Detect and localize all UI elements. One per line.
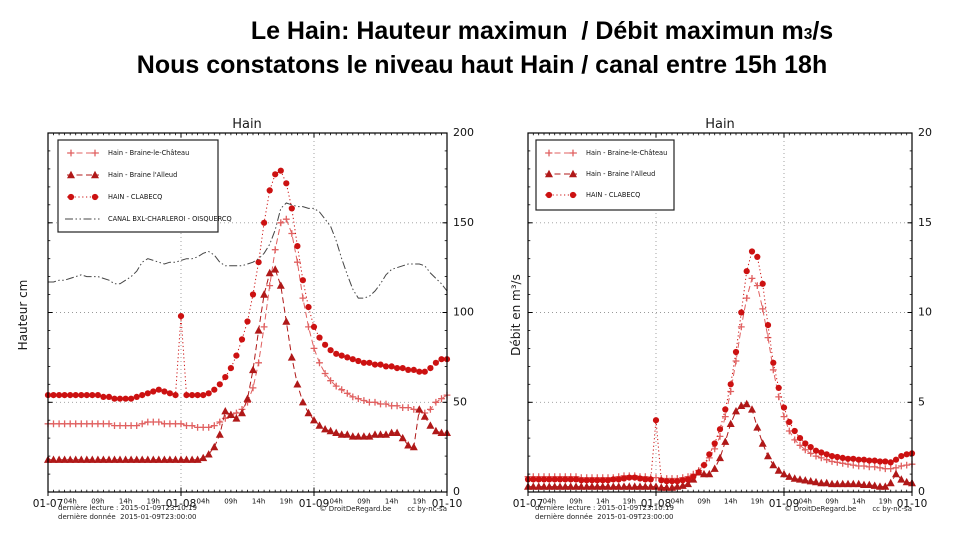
series-hain-braine-le-ch-teau: [524, 275, 916, 482]
svg-text:04h: 04h: [64, 498, 77, 506]
legend-entry-canal-bxl-charleroi-oisquercq: CANAL BXL-CHARLEROI - OISQUERCQ: [65, 215, 232, 223]
series-hain-clabecq: [524, 248, 916, 485]
grid-lines: [528, 133, 912, 492]
svg-text:01-10: 01-10: [897, 498, 928, 510]
svg-text:04h: 04h: [330, 498, 343, 506]
legend-entry-hain-braine-le-ch-teau: Hain - Braine-le-Château: [67, 149, 189, 157]
svg-text:01-10: 01-10: [432, 498, 463, 510]
hauteur-y-axis-label: Hauteur cm: [16, 279, 30, 351]
svg-text:200: 200: [453, 126, 474, 139]
svg-text:01-07: 01-07: [513, 498, 544, 510]
svg-text:15: 15: [918, 216, 932, 229]
legend-box: [57, 139, 219, 233]
hauteur-chart-title: Hain: [232, 117, 262, 132]
legend-label: Hain - Braine l'Alleud: [108, 171, 177, 179]
svg-text:5: 5: [918, 395, 925, 408]
svg-text:14h: 14h: [252, 498, 265, 506]
svg-text:01-08: 01-08: [166, 498, 197, 510]
svg-text:14h: 14h: [852, 498, 865, 506]
svg-text:19h: 19h: [147, 498, 160, 506]
svg-text:20: 20: [918, 126, 932, 139]
legend-label: Hain - Braine-le-Château: [108, 149, 189, 157]
copyright-line: © DroitDeRegard.be cc by-nc-sa: [784, 505, 912, 513]
legend-label: HAIN - CLABECQ: [108, 193, 162, 201]
svg-text:04h: 04h: [543, 498, 556, 506]
svg-text:14h: 14h: [724, 498, 737, 506]
page-title-line1: Le Hain: Hauteur maximun / Débit maximun…: [250, 17, 834, 45]
axis-ticks: [527, 132, 913, 496]
svg-text:19h: 19h: [751, 498, 764, 506]
legend-entry-hain-clabecq: HAIN - CLABECQ: [545, 191, 640, 199]
debit-chart-svg: 0 5 10 15 20 01-07 01-08 01-09 01-10 04h 09h 14h 19h…: [513, 126, 932, 510]
series-canal-bxl-charleroi-oisquercq: [48, 202, 448, 299]
svg-text:50: 50: [453, 395, 467, 408]
svg-text:14h: 14h: [596, 498, 609, 506]
svg-text:10: 10: [918, 306, 932, 319]
svg-text:19h: 19h: [879, 498, 892, 506]
svg-text:19h: 19h: [280, 498, 293, 506]
svg-text:04h: 04h: [799, 498, 812, 506]
legend-entry-hain-clabecq: HAIN - CLABECQ: [67, 193, 162, 201]
hauteur-figure: 0 50 100 150 200 01-07 01-08 01-09 01-10 04h 09h 14…: [0, 108, 500, 540]
svg-text:04h: 04h: [671, 498, 684, 506]
legend: Hain - Braine-le-Château Hain - Braine l'…: [57, 139, 232, 233]
series-hain-braine-l-alleud: [524, 399, 916, 491]
update-timestamps: dernière lecture : 2015-01-09T23:10:19 de…: [535, 504, 674, 521]
svg-text:01-09: 01-09: [299, 498, 330, 510]
svg-text:04h: 04h: [197, 498, 210, 506]
svg-text:09h: 09h: [357, 498, 370, 506]
series-hain-clabecq: [44, 167, 451, 402]
legend: Hain - Braine-le-Château Hain - Braine l'…: [535, 139, 675, 211]
axis-tick-labels: 0 50 100 150 200 01-07 01-08 01-09 01-10 04h 09h 14…: [33, 126, 474, 510]
legend-label: CANAL BXL-CHARLEROI - OISQUERCQ: [108, 215, 232, 223]
legend-entry-hain-braine-l-alleud: Hain - Braine l'Alleud: [67, 170, 177, 179]
legend-label: Hain - Braine l'Alleud: [586, 170, 655, 178]
series-hain-braine-le-ch-teau: [44, 215, 451, 431]
svg-text:01-07: 01-07: [33, 498, 64, 510]
hauteur-chart-svg: 0 50 100 150 200 01-07 01-08 01-09 01-10 04h 09h 14…: [33, 126, 474, 510]
svg-text:01-08: 01-08: [641, 498, 672, 510]
page-title: Le Hain: Hauteur maximun / Débit maximun…: [0, 16, 960, 81]
svg-text:09h: 09h: [697, 498, 710, 506]
svg-text:01-09: 01-09: [769, 498, 800, 510]
debit-chart-title: Hain: [705, 117, 735, 132]
svg-text:14h: 14h: [119, 498, 132, 506]
axis-tick-labels: 0 5 10 15 20 01-07 01-08 01-09 01-10 04h 09h 14h 19h…: [513, 126, 932, 510]
svg-text:09h: 09h: [569, 498, 582, 506]
legend-label: HAIN - CLABECQ: [586, 191, 640, 199]
svg-text:150: 150: [453, 216, 474, 229]
legend-box: [535, 139, 675, 211]
svg-text:100: 100: [453, 306, 474, 319]
svg-text:14h: 14h: [385, 498, 398, 506]
svg-text:09h: 09h: [91, 498, 104, 506]
copyright-line: © DroitDeRegard.be cc by-nc-sa: [319, 505, 447, 513]
series-hain-braine-l-alleud: [44, 265, 451, 463]
debit-y-axis-label: Débit en m³/s: [509, 274, 523, 356]
svg-text:09h: 09h: [224, 498, 237, 506]
legend-entry-hain-braine-l-alleud: Hain - Braine l'Alleud: [545, 169, 655, 178]
svg-text:0: 0: [453, 485, 460, 498]
debit-figure: 0 5 10 15 20 01-07 01-08 01-09 01-10 04h 09h 14h 19h…: [480, 108, 960, 540]
svg-text:09h: 09h: [825, 498, 838, 506]
svg-text:19h: 19h: [623, 498, 636, 506]
legend-entry-hain-braine-le-ch-teau: Hain - Braine-le-Château: [545, 149, 667, 157]
svg-text:19h: 19h: [413, 498, 426, 506]
axis-ticks: [47, 132, 448, 496]
update-timestamps: dernière lecture : 2015-01-09T23:10:19 de…: [58, 504, 197, 521]
legend-label: Hain - Braine-le-Château: [586, 149, 667, 157]
page-title-line2: Nous constatons le niveau haut Hain / ca…: [136, 51, 828, 79]
svg-text:0: 0: [918, 485, 925, 498]
